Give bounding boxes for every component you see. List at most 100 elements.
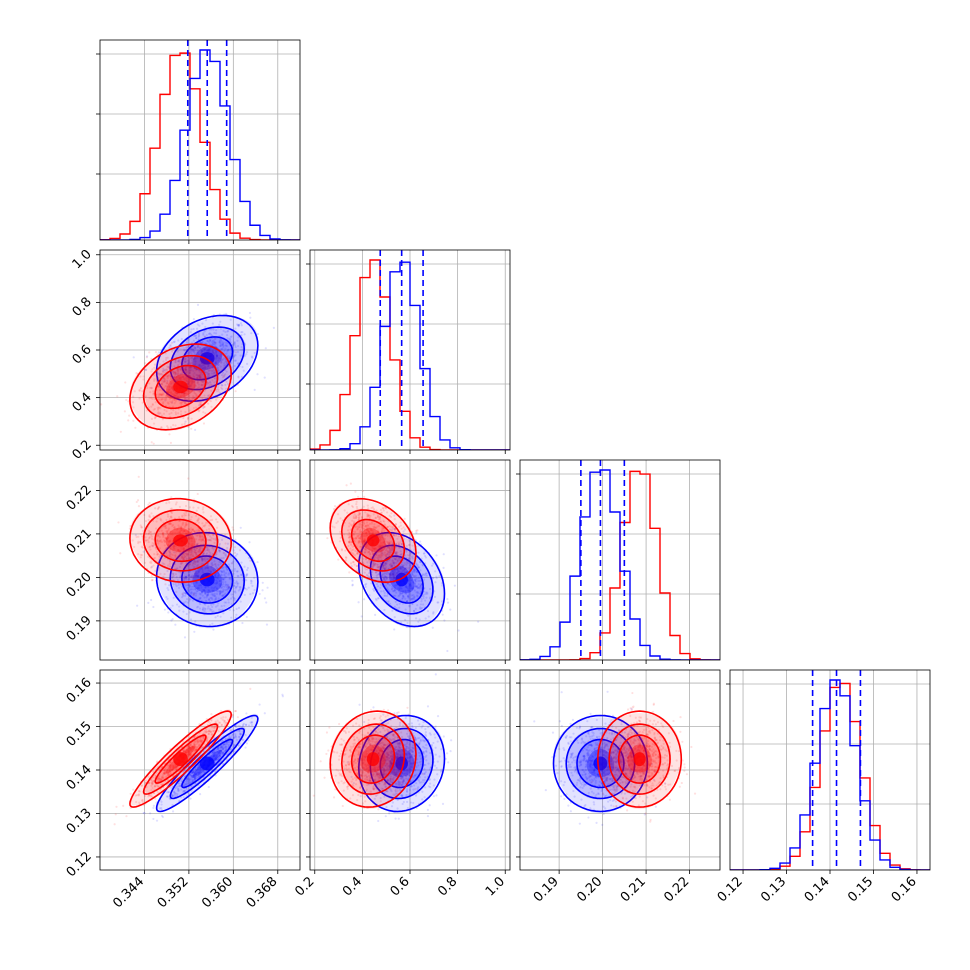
scatter-point	[221, 748, 225, 751]
scatter-point	[240, 732, 243, 736]
scatter-point	[165, 382, 168, 385]
scatter-point	[418, 607, 422, 610]
scatter-point	[402, 526, 405, 529]
scatter-point	[422, 552, 426, 555]
scatter-point	[193, 371, 196, 375]
scatter-point	[416, 592, 420, 595]
scatter-point	[210, 593, 213, 596]
scatter-point	[183, 396, 187, 399]
scatter-point	[397, 543, 401, 546]
scatter-point	[402, 594, 405, 598]
scatter-point	[206, 549, 209, 552]
scatter-point	[200, 558, 204, 561]
scatter-point	[212, 369, 215, 372]
scatter-point	[183, 391, 186, 395]
scatter-point	[368, 522, 372, 525]
scatter-point	[400, 542, 403, 546]
scatter-point	[171, 572, 175, 576]
scatter-point	[180, 372, 184, 375]
scatter-point	[360, 542, 363, 546]
scatter-point	[218, 550, 221, 553]
scatter-point	[368, 531, 371, 534]
scatter-point	[235, 586, 238, 589]
scatter-point	[351, 519, 354, 522]
scatter-point	[187, 530, 190, 533]
scatter-point	[233, 599, 236, 602]
scatter-point	[164, 536, 167, 539]
scatter-point	[207, 365, 210, 368]
scatter-point	[184, 392, 187, 395]
scatter-point	[389, 573, 392, 576]
scatter-point	[171, 393, 174, 396]
scatter-point	[393, 576, 396, 579]
scatter-point	[226, 568, 229, 572]
scatter-point	[339, 536, 342, 539]
scatter-point	[362, 505, 365, 508]
scatter-point	[215, 354, 218, 357]
scatter-point	[366, 504, 369, 507]
scatter-point	[137, 505, 141, 508]
scatter-point	[196, 586, 199, 590]
scatter-point	[213, 581, 216, 584]
scatter-point	[128, 414, 131, 417]
scatter-point	[392, 533, 395, 537]
y-tick-label: 0.4	[70, 390, 95, 415]
scatter-point	[174, 400, 177, 403]
scatter-point	[217, 390, 220, 393]
scatter-point	[166, 401, 169, 404]
scatter-point	[164, 394, 168, 397]
scatter-point	[132, 356, 135, 359]
scatter-point	[148, 514, 151, 517]
scatter-point	[408, 593, 411, 596]
scatter-point	[171, 388, 174, 391]
scatter-point	[384, 564, 387, 567]
scatter-point	[403, 528, 407, 531]
scatter-point	[364, 568, 367, 571]
scatter-point	[357, 540, 360, 543]
scatter-point	[158, 393, 161, 396]
scatter-point	[376, 576, 379, 579]
scatter-point	[247, 556, 251, 559]
scatter-point	[194, 384, 197, 387]
scatter-point	[243, 565, 246, 568]
scatter-point	[207, 369, 210, 373]
scatter-point	[406, 581, 410, 585]
scatter-point	[180, 376, 183, 379]
scatter-point	[435, 554, 438, 557]
scatter-point	[196, 559, 199, 563]
scatter-point	[184, 600, 187, 603]
scatter-point	[383, 541, 386, 544]
scatter-point	[159, 393, 163, 396]
scatter-point	[180, 555, 184, 558]
scatter-point	[353, 540, 356, 543]
scatter-point	[405, 561, 408, 564]
scatter-point	[168, 553, 171, 556]
scatter-point	[196, 766, 199, 769]
scatter-point	[219, 344, 222, 348]
scatter-point	[199, 377, 202, 380]
scatter-point	[192, 395, 195, 398]
panel-content	[310, 250, 510, 450]
scatter-point	[207, 382, 210, 385]
scatter-point	[167, 374, 171, 377]
scatter-point	[177, 550, 180, 553]
scatter-point	[425, 572, 428, 575]
scatter-point	[212, 754, 215, 757]
scatter-point	[392, 570, 395, 574]
scatter-point	[225, 567, 228, 571]
scatter-point	[407, 577, 410, 580]
scatter-point	[206, 371, 209, 375]
scatter-point	[148, 531, 152, 534]
scatter-point	[224, 553, 227, 556]
scatter-point	[181, 514, 184, 517]
scatter-point	[229, 318, 232, 321]
scatter-point	[366, 568, 369, 571]
scatter-point	[379, 508, 383, 512]
scatter-point	[395, 572, 399, 575]
scatter-point	[154, 507, 157, 510]
scatter-point	[235, 570, 239, 573]
scatter-point	[195, 553, 198, 556]
scatter-point	[356, 551, 359, 554]
scatter-point	[211, 341, 214, 344]
scatter-point	[211, 756, 214, 759]
